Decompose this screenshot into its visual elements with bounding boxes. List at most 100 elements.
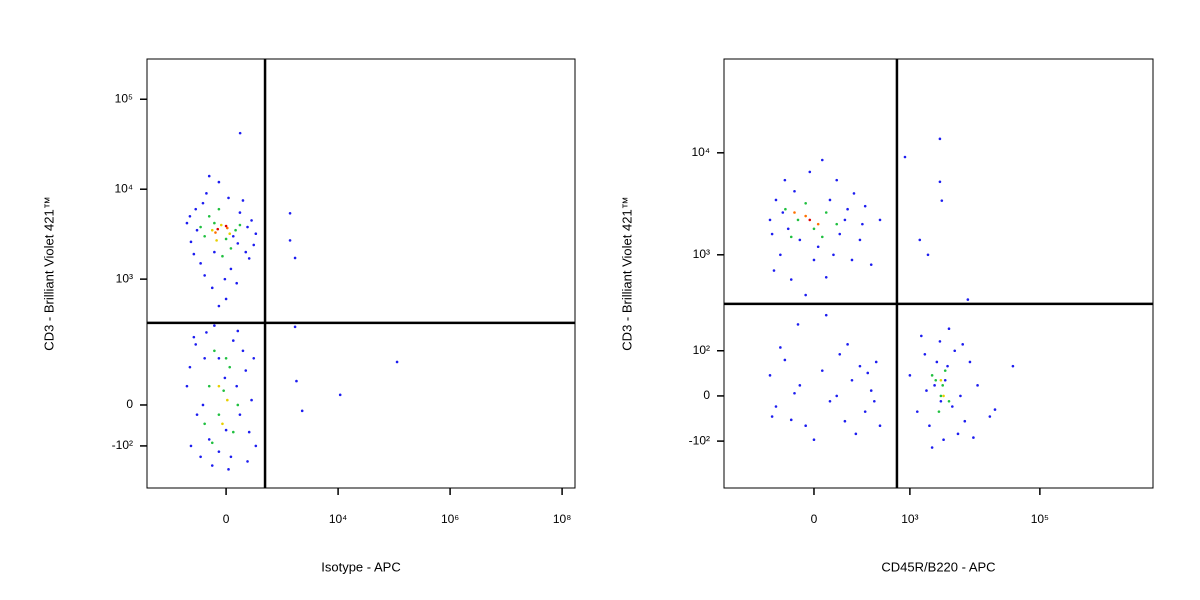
event-dot — [229, 247, 233, 250]
event-dot — [288, 211, 292, 215]
event-dot — [959, 394, 962, 398]
event-dot — [869, 389, 873, 392]
event-dot — [295, 379, 298, 383]
event-dot — [201, 201, 205, 205]
event-dot — [850, 378, 854, 382]
event-dot — [937, 410, 941, 413]
event-dot — [199, 455, 202, 459]
event-dot — [214, 231, 217, 234]
event-dot — [199, 262, 202, 265]
event-dot — [938, 340, 942, 343]
event-dot — [231, 234, 235, 238]
event-dot — [961, 343, 965, 346]
event-dot — [976, 384, 979, 387]
event-dot — [951, 405, 954, 408]
event-dot — [963, 419, 967, 423]
y-tick-label: 10⁴ — [691, 145, 710, 159]
event-dot — [928, 424, 931, 427]
event-dot — [861, 222, 864, 226]
event-dot — [217, 413, 221, 416]
event-dot — [222, 389, 225, 392]
event-dot — [938, 137, 942, 141]
event-dot — [203, 274, 206, 277]
x-tick-label: 10⁸ — [553, 512, 571, 526]
event-dot — [956, 432, 960, 436]
event-dot — [234, 228, 237, 232]
event-dot — [866, 371, 870, 375]
event-dot — [828, 399, 832, 403]
event-dot — [395, 360, 399, 364]
event-dot — [236, 242, 240, 245]
event-dot — [229, 267, 233, 271]
event-dot — [252, 243, 256, 247]
event-dot — [210, 464, 214, 467]
event-dot — [779, 253, 782, 257]
event-dot — [934, 378, 938, 382]
event-dot — [224, 428, 228, 432]
event-dot — [783, 178, 787, 182]
event-dot — [185, 221, 189, 225]
event-dot — [189, 444, 193, 448]
event-dot — [808, 218, 812, 222]
event-dot — [941, 384, 944, 387]
event-dot — [338, 393, 342, 397]
event-dot — [231, 339, 235, 342]
event-dot — [205, 331, 208, 334]
event-dot — [238, 131, 242, 135]
event-dot — [1011, 364, 1015, 368]
event-dot — [923, 352, 927, 356]
event-dot — [241, 349, 245, 353]
event-dot — [835, 178, 839, 182]
event-dot — [238, 413, 242, 416]
event-dot — [231, 430, 235, 434]
event-dot — [226, 398, 229, 402]
event-dot — [804, 202, 807, 205]
event-dot — [189, 240, 193, 244]
event-dot — [873, 399, 876, 403]
event-dot — [988, 415, 992, 418]
event-dot — [878, 424, 882, 427]
event-dot — [195, 413, 199, 416]
event-dot — [254, 444, 258, 448]
event-dot — [938, 180, 942, 184]
event-dot — [770, 415, 774, 418]
event-dot — [915, 410, 919, 413]
event-dot — [781, 211, 785, 214]
event-dot — [869, 263, 873, 266]
event-dot — [216, 227, 220, 231]
event-dot — [192, 335, 196, 339]
event-dot — [804, 214, 807, 218]
event-dot — [207, 214, 211, 218]
y-tick-label: 0 — [126, 397, 133, 411]
event-dot — [947, 399, 951, 403]
event-dot — [858, 364, 862, 368]
event-dot — [205, 192, 208, 195]
event-dot — [942, 394, 945, 398]
event-dot — [852, 192, 856, 195]
event-dot — [185, 384, 189, 388]
event-dot — [812, 227, 816, 231]
event-dot — [786, 227, 790, 231]
event-dot — [223, 277, 227, 281]
event-dot — [241, 199, 245, 202]
y-tick-label: 10³ — [693, 247, 710, 261]
event-dot — [217, 180, 221, 184]
event-dot — [858, 238, 862, 242]
y-axis-title: CD3 - Brilliant Violet 421™ — [619, 196, 634, 350]
event-dot — [835, 222, 839, 226]
event-dot — [236, 329, 240, 333]
event-dot — [229, 455, 233, 459]
event-dot — [793, 391, 796, 395]
event-dot — [828, 198, 832, 202]
x-axis-title: Isotype - APC — [321, 559, 400, 574]
event-dot — [207, 384, 211, 388]
plot-frame — [146, 58, 576, 489]
event-dot — [939, 394, 943, 398]
event-dot — [199, 225, 202, 229]
event-dot — [816, 245, 820, 249]
event-dot — [824, 313, 828, 317]
event-dot — [213, 324, 216, 327]
event-dot — [820, 369, 824, 372]
event-dot — [930, 446, 934, 449]
